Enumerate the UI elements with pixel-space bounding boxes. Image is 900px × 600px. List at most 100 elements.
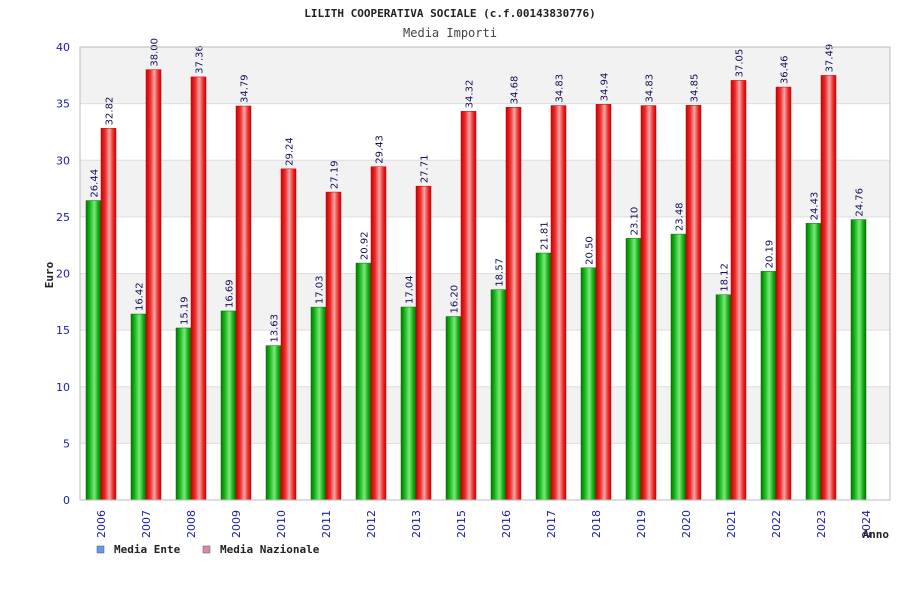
x-tick-label: 2012 (365, 510, 378, 538)
bar-media-nazionale-2018 (595, 104, 612, 501)
bar-media-ente-2019 (625, 238, 642, 501)
bar-media-ente-2012 (355, 262, 372, 501)
grid-band (80, 273, 890, 331)
data-label: 34.85 (690, 74, 701, 103)
data-label: 29.43 (375, 135, 386, 164)
data-label: 20.50 (585, 236, 596, 265)
x-tick-label: 2007 (140, 510, 153, 538)
bar-media-ente-2017 (535, 252, 552, 501)
bar-media-nazionale-2021 (730, 80, 747, 501)
data-label: 17.04 (405, 275, 416, 304)
x-tick-label: 2022 (770, 510, 783, 538)
data-label: 16.42 (135, 282, 146, 311)
data-label: 15.19 (180, 296, 191, 325)
bar-media-ente-2007 (130, 313, 147, 501)
data-label: 21.81 (540, 221, 551, 250)
x-axis-label: Anno (863, 528, 890, 541)
bar-media-ente-2013 (400, 306, 417, 501)
bar-media-ente-2016 (490, 289, 507, 501)
y-tick-label: 5 (63, 437, 70, 450)
x-tick-label: 2013 (410, 510, 423, 538)
data-label: 13.63 (270, 314, 281, 343)
chart-title: LILITH COOPERATIVA SOCIALE (c.f.00143830… (304, 7, 595, 20)
data-label: 27.71 (420, 155, 431, 184)
data-label: 18.12 (720, 263, 731, 292)
legend-label: Media Ente (114, 543, 181, 556)
bar-media-ente-2010 (265, 345, 282, 501)
x-tick-label: 2006 (95, 510, 108, 538)
data-label: 34.83 (555, 74, 566, 103)
x-tick-label: 2016 (500, 510, 513, 538)
x-axis-ticks: 2006 2007 2008 2009 2010 2011 2012 2013 2015 2016… (95, 510, 873, 538)
bar-media-ente-2006 (85, 200, 102, 501)
x-tick-label: 2024 (860, 510, 873, 538)
bar-media-nazionale-2023 (820, 75, 837, 501)
y-tick-label: 20 (56, 268, 70, 281)
bar-media-ente-2015 (445, 316, 462, 501)
data-label: 36.46 (780, 55, 791, 84)
x-tick-label: 2008 (185, 510, 198, 538)
bar-media-nazionale-2019 (640, 105, 657, 501)
bar-media-nazionale-2020 (685, 105, 702, 501)
y-tick-label: 30 (56, 154, 70, 167)
bar-media-nazionale-2017 (550, 105, 567, 501)
data-label: 16.69 (225, 279, 236, 308)
bar-media-nazionale-2006 (100, 128, 117, 501)
bar-media-nazionale-2011 (325, 191, 342, 501)
data-label: 23.10 (630, 207, 641, 236)
bar-media-ente-2021 (715, 294, 732, 501)
legend-swatch (96, 545, 105, 554)
bar-media-ente-2020 (670, 233, 687, 501)
legend-label: Media Nazionale (220, 543, 320, 556)
data-label: 20.19 (765, 240, 776, 269)
y-axis-label: Euro (43, 261, 56, 288)
bars (85, 69, 867, 501)
bar-media-nazionale-2015 (460, 111, 477, 501)
y-tick-label: 40 (56, 41, 70, 54)
y-axis-ticks: 0 5 10 15 20 25 30 35 40 (56, 41, 70, 507)
data-label: 18.57 (495, 258, 506, 287)
data-label: 29.24 (285, 137, 296, 166)
grid-band (80, 47, 890, 104)
bar-media-nazionale-2013 (415, 185, 432, 501)
plot-frame (79, 46, 891, 501)
data-labels: 26.44 32.82 16.42 38.00 15.19 37.36 16.69 34.79… (90, 38, 866, 343)
x-tick-label: 2011 (320, 510, 333, 538)
legend: Media Ente Media Nazionale (96, 543, 320, 556)
bar-media-nazionale-2016 (505, 106, 522, 501)
bar-media-ente-2011 (310, 306, 327, 501)
legend-swatch (202, 545, 211, 554)
x-tick-label: 2020 (680, 510, 693, 538)
grid-bands (80, 47, 890, 444)
data-label: 23.48 (675, 202, 686, 231)
bar-media-nazionale-2012 (370, 166, 387, 501)
chart-subtitle: Media Importi (403, 26, 497, 40)
bar-media-ente-2018 (580, 267, 597, 501)
bar-media-nazionale-2022 (775, 86, 792, 501)
bar-media-ente-2008 (175, 327, 192, 501)
x-tick-label: 2018 (590, 510, 603, 538)
data-label: 24.43 (810, 192, 821, 221)
data-label: 34.83 (645, 74, 656, 103)
data-label: 34.32 (465, 80, 476, 109)
data-label: 37.49 (825, 44, 836, 73)
bar-media-nazionale-2010 (280, 168, 297, 501)
y-tick-label: 0 (63, 494, 70, 507)
bar-media-nazionale-2008 (190, 76, 207, 501)
x-tick-label: 2017 (545, 510, 558, 538)
data-label: 32.82 (105, 97, 116, 126)
y-tick-label: 25 (56, 211, 70, 224)
bar-media-ente-2023 (805, 223, 822, 501)
bar-media-nazionale-2007 (145, 69, 162, 501)
data-label: 37.05 (735, 49, 746, 78)
data-label: 16.20 (450, 285, 461, 314)
x-tick-label: 2009 (230, 510, 243, 538)
data-label: 20.92 (360, 231, 371, 260)
data-label: 27.19 (330, 160, 341, 189)
data-label: 17.03 (315, 275, 326, 304)
data-label: 26.44 (90, 169, 101, 198)
x-tick-label: 2015 (455, 510, 468, 538)
data-label: 34.94 (600, 73, 611, 102)
bar-media-ente-2022 (760, 271, 777, 501)
